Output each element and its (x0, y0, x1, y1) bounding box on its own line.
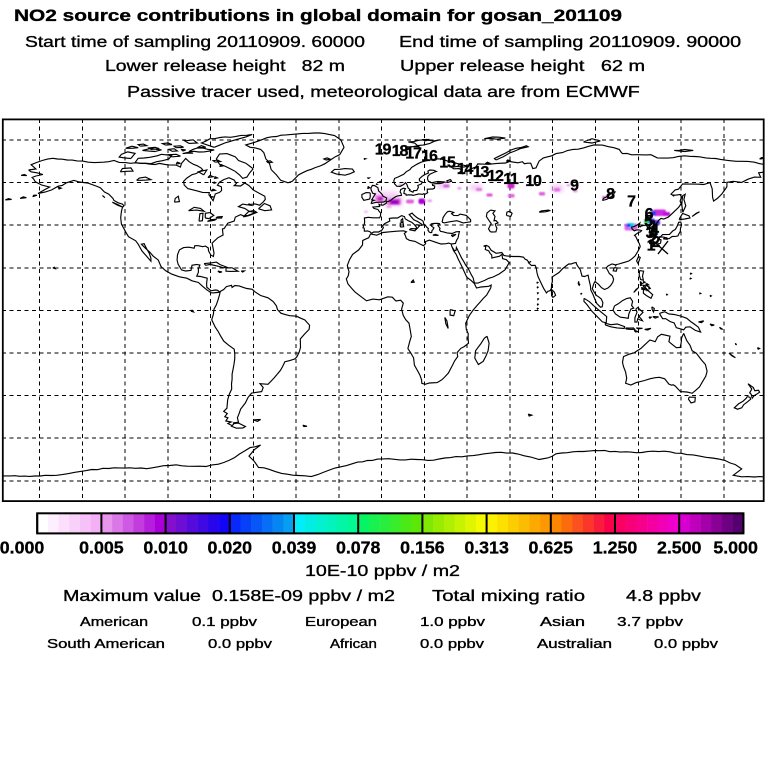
svg-text:0.000: 0.000 (0, 538, 44, 558)
svg-text:2: 2 (649, 231, 658, 248)
svg-text:4: 4 (650, 222, 659, 239)
svg-text:14: 14 (457, 161, 474, 178)
svg-text:2.500: 2.500 (657, 538, 702, 558)
svg-text:12: 12 (487, 168, 504, 185)
svg-text:5: 5 (644, 213, 653, 230)
svg-text:4: 4 (648, 219, 657, 236)
svg-text:1.250: 1.250 (593, 538, 638, 558)
svg-text:16: 16 (421, 148, 438, 165)
svg-text:10: 10 (525, 173, 542, 190)
svg-text:3: 3 (646, 225, 655, 242)
svg-text:8: 8 (606, 186, 615, 203)
svg-text:6: 6 (645, 206, 654, 223)
svg-text:7: 7 (627, 194, 636, 211)
svg-text:0.078: 0.078 (336, 538, 381, 558)
svg-text:0.625: 0.625 (529, 538, 574, 558)
svg-text:18: 18 (392, 143, 409, 160)
svg-text:1: 1 (647, 238, 656, 255)
svg-text:0.005: 0.005 (79, 538, 124, 558)
svg-text:5.000: 5.000 (713, 538, 758, 558)
svg-text:11: 11 (503, 171, 519, 188)
svg-text:0.010: 0.010 (143, 538, 188, 558)
svg-text:15: 15 (439, 155, 456, 172)
svg-text:19: 19 (375, 142, 392, 159)
svg-text:0.020: 0.020 (208, 538, 253, 558)
svg-text:9: 9 (570, 178, 579, 195)
svg-text:2: 2 (652, 234, 661, 251)
svg-text:13: 13 (473, 164, 490, 181)
svg-text:0.313: 0.313 (464, 538, 509, 558)
svg-text:0.039: 0.039 (272, 538, 317, 558)
svg-text:17: 17 (405, 146, 422, 163)
svg-text:0.156: 0.156 (400, 538, 445, 558)
